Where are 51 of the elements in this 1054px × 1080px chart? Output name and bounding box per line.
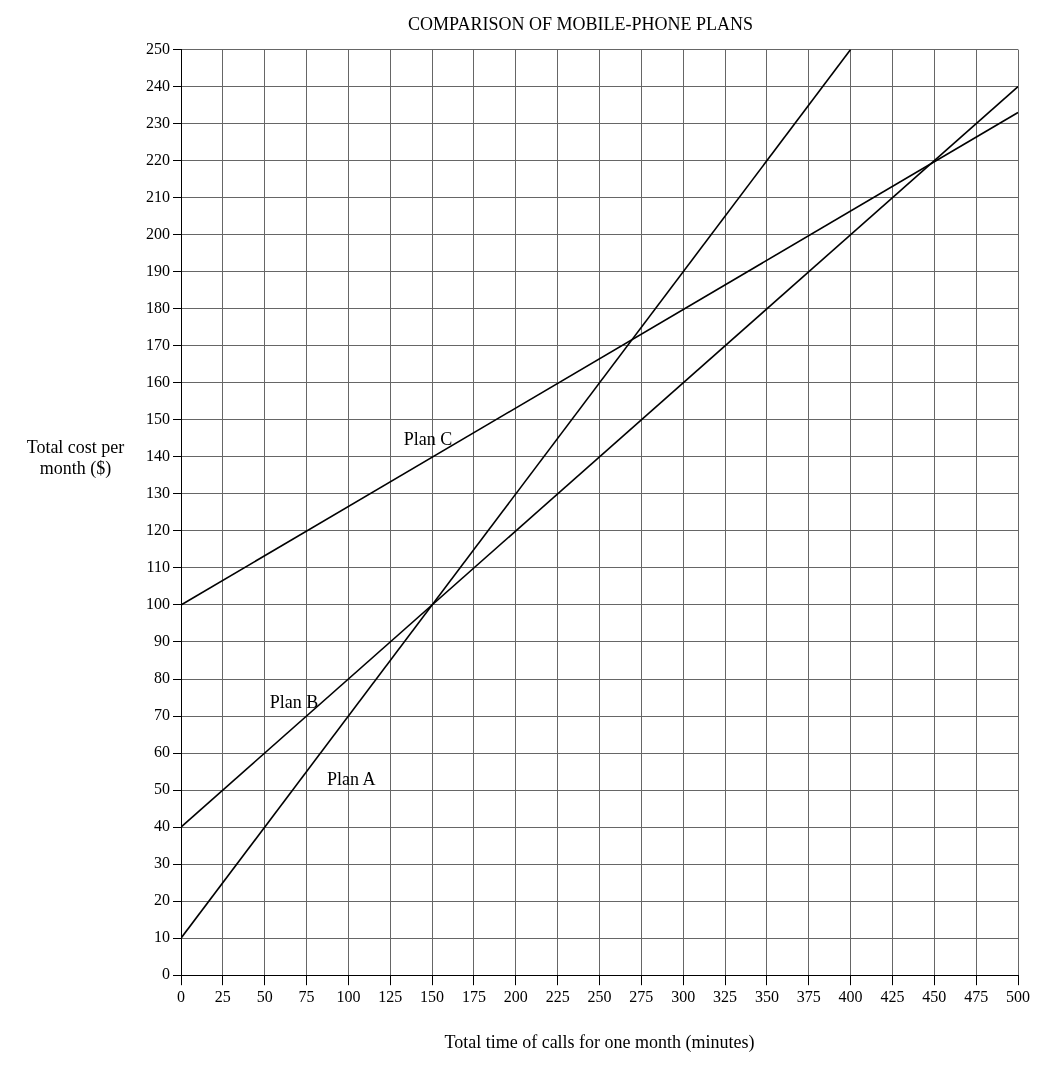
- x-tick-label: 450: [922, 988, 947, 1005]
- x-tick-label: 500: [1006, 988, 1030, 1005]
- y-tick-label: 10: [154, 928, 170, 946]
- series-label: Plan B: [269, 691, 319, 712]
- y-tick-label: 0: [162, 965, 170, 983]
- y-tick-label: 20: [154, 891, 170, 909]
- y-tick-label: 190: [146, 261, 170, 279]
- x-tick-label: 150: [420, 988, 445, 1005]
- x-tick-label: 375: [796, 988, 821, 1005]
- y-tick-label: 230: [146, 113, 170, 131]
- y-tick-label: 110: [146, 558, 170, 576]
- y-tick-label: 40: [154, 817, 170, 835]
- x-tick-label: 400: [838, 988, 863, 1005]
- y-tick-label: 140: [146, 447, 170, 465]
- x-tick-label: 475: [964, 988, 989, 1005]
- y-tick-label: 170: [146, 336, 170, 353]
- y-axis-title: Total cost per month ($): [25, 437, 126, 479]
- y-tick-label: 200: [146, 224, 170, 242]
- y-tick-label: 130: [146, 484, 170, 502]
- y-tick-label: 60: [154, 743, 170, 761]
- y-tick-label: 220: [146, 150, 170, 168]
- y-tick-label: 120: [146, 521, 170, 539]
- y-tick-label: 210: [146, 187, 170, 205]
- y-tick-label: 80: [154, 669, 170, 687]
- x-tick-label: 275: [629, 988, 654, 1005]
- x-tick-label: 350: [754, 988, 779, 1005]
- x-tick-label: 225: [545, 988, 570, 1005]
- x-tick-label: 200: [503, 988, 528, 1005]
- x-tick-label: 75: [298, 988, 315, 1005]
- x-tick-label: 325: [713, 988, 738, 1005]
- y-tick-label: 240: [146, 76, 170, 94]
- x-axis-title: Total time of calls for one month (minutes): [444, 1031, 755, 1053]
- x-tick-label: 300: [671, 988, 696, 1005]
- x-tick-label: 175: [461, 988, 486, 1005]
- y-tick-label: 50: [154, 780, 170, 798]
- y-tick-label: 90: [154, 632, 170, 650]
- y-tick-label: 250: [146, 39, 170, 57]
- x-tick-label: 0: [177, 988, 185, 1005]
- x-tick-label: 425: [880, 988, 905, 1005]
- x-tick-label: 25: [214, 988, 231, 1005]
- y-tick-label: 150: [146, 410, 170, 428]
- y-tick-label: 180: [146, 298, 170, 316]
- y-tick-label: 70: [154, 706, 170, 724]
- y-tick-label: 30: [154, 854, 170, 872]
- y-tick-label: 100: [146, 595, 170, 613]
- y-tick-label: 160: [146, 373, 170, 391]
- x-tick-label: 100: [336, 988, 361, 1005]
- x-tick-label: 50: [256, 988, 273, 1005]
- x-tick-label: 125: [378, 988, 403, 1005]
- x-tick-label: 250: [587, 988, 612, 1005]
- chart-title: COMPARISON OF MOBILE-PHONE PLANS: [408, 13, 753, 34]
